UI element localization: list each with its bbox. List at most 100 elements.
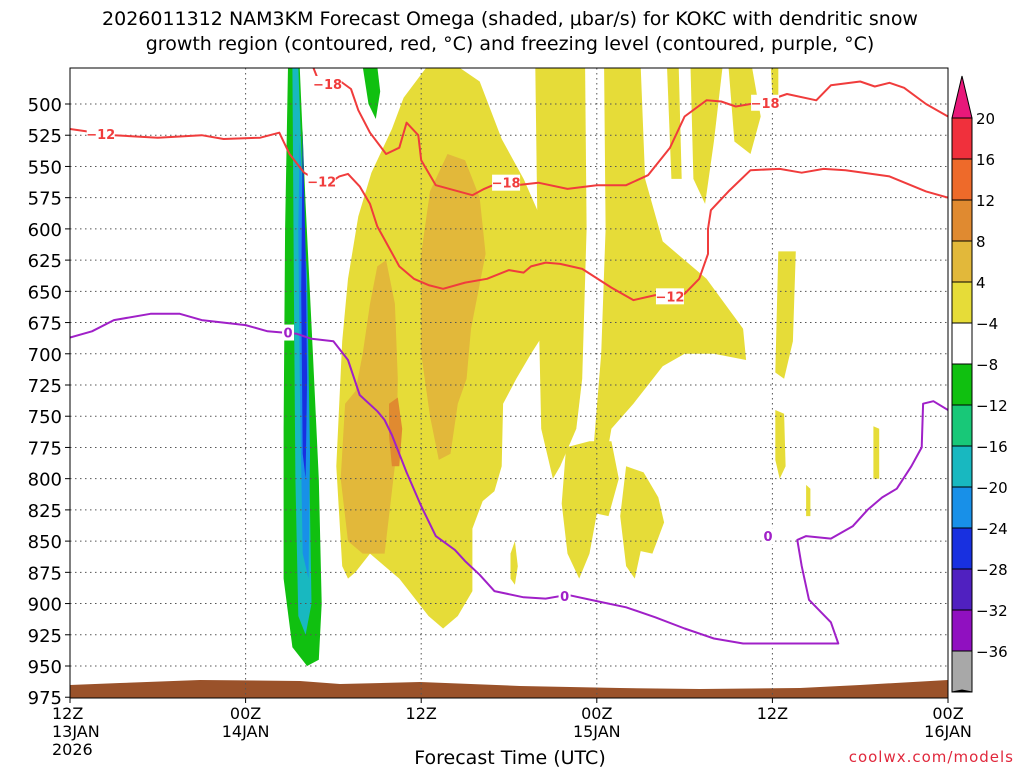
credit-text: coolwx.com/models (849, 748, 1014, 766)
contour-label-bg-6 (282, 324, 295, 341)
colorbar-label-9: −20 (976, 479, 1008, 497)
minus-12-contour-left (70, 128, 948, 302)
contour-label-4: −18 (751, 97, 780, 112)
chart-title-line-2: growth region (contoured, red, °C) and f… (146, 33, 875, 55)
contour-label-bg-3 (492, 174, 521, 191)
y-tick-label-800: 800 (28, 470, 62, 491)
contour-label-bg-5 (655, 288, 684, 305)
x-tick-label-12-line1: 00Z (230, 704, 261, 723)
chart-title-line-1: 2026011312 NAM3KM Forecast Omega (shaded… (102, 8, 918, 30)
omega-region-downward-orange-core (389, 397, 403, 467)
omega-region-upward-green-sliver (362, 68, 381, 119)
omega-region-downward-yellow-speck-d (873, 426, 880, 479)
y-tick-label-675: 675 (28, 314, 62, 335)
omega-region-downward-gold-lobe-right (421, 154, 486, 460)
contour-label-5: −12 (655, 290, 684, 305)
contour-label-bg-0 (313, 76, 342, 93)
x-tick-label-24-line1: 12Z (406, 704, 437, 723)
colorbar-label-12: −32 (976, 602, 1008, 620)
y-tick-label-825: 825 (28, 501, 62, 522)
contour-label-1: −12 (86, 128, 115, 143)
minus-18-contour (312, 68, 948, 197)
contour-label-bg-8 (762, 528, 775, 545)
freezing-level-contour (70, 312, 948, 645)
colorbar-bin-13 (951, 650, 973, 693)
x-tick-label-0-line3: 2026 (52, 740, 93, 759)
colorbar-label-3: 8 (976, 233, 986, 251)
contour-label-bg-7 (558, 588, 571, 605)
terrain-surface (70, 680, 948, 698)
omega-region-downward-yellow-bottom-b (620, 466, 665, 579)
contour-label-bg-4 (751, 94, 780, 111)
contour-label-2: −12 (307, 175, 336, 190)
y-tick-label-575: 575 (28, 189, 62, 210)
colorbar-bin-7 (951, 404, 973, 447)
contour-label-0: −18 (313, 78, 342, 93)
colorbar-bin-8 (951, 445, 973, 488)
contour-label-3: −18 (492, 177, 521, 192)
x-tick-label-36-line1: 00Z (581, 704, 612, 723)
colorbar-label-6: −8 (976, 356, 998, 374)
plot-frame (69, 67, 949, 699)
x-tick-label-48-line1: 12Z (757, 704, 788, 723)
omega-region-downward-yellow-band-c (667, 68, 682, 179)
colorbar-bin-2 (951, 199, 973, 242)
y-tick-label-700: 700 (28, 345, 62, 366)
colorbar-label-13: −36 (976, 643, 1008, 661)
omega-region-downward-gold-lobe-left (340, 260, 398, 554)
colorbar-bin-0 (951, 117, 973, 160)
x-axis-label: Forecast Time (UTC) (414, 747, 605, 768)
colorbar-bin-10 (951, 527, 973, 570)
axes: 500 525 550 575 600 625 650 675 700 725 750 775 800 8… (28, 67, 972, 759)
colorbar-label-7: −12 (976, 397, 1008, 415)
colorbar-label-1: 16 (976, 151, 995, 169)
contour-label-7: 0 (560, 590, 569, 605)
colorbar-bin-1 (951, 158, 973, 201)
colorbar-label-0: 20 (976, 110, 995, 128)
x-tick-label-0-line2: 13JAN (52, 722, 100, 741)
colorbar-label-2: 12 (976, 192, 995, 210)
y-tick-label-750: 750 (28, 407, 62, 428)
y-tick-label-625: 625 (28, 251, 62, 272)
colorbar-top-arrow (951, 75, 973, 119)
omega-region-downward-yellow-band-b (589, 68, 747, 498)
y-tick-label-775: 775 (28, 438, 62, 459)
y-tick-label-925: 925 (28, 626, 62, 647)
x-tick-label-60-line1: 00Z (932, 704, 963, 723)
omega-region-downward-yellow-band-d (690, 68, 723, 204)
omega-region-downward-yellow-band-a (535, 68, 587, 479)
omega-region-downward-yellow-speck-b (775, 410, 786, 479)
colorbar-label-8: −16 (976, 438, 1008, 456)
colorbar-bin-5 (951, 322, 973, 365)
omega-region-downward-yellow-band-e (728, 68, 761, 154)
y-tick-label-975: 975 (28, 688, 62, 709)
colorbar-bin-3 (951, 240, 973, 283)
y-tick-label-525: 525 (28, 126, 62, 147)
omega-region-downward-yellow-speck-a (510, 541, 518, 585)
colorbar-bin-12 (951, 609, 973, 652)
colorbar-bin-9 (951, 486, 973, 529)
y-tick-label-900: 900 (28, 595, 62, 616)
plot-content: −18 −12 −12 −18 −18 −12 0 0 0 (70, 68, 948, 698)
y-tick-label-650: 650 (28, 282, 62, 303)
y-tick-label-725: 725 (28, 376, 62, 397)
contour-label-8: 0 (763, 530, 772, 545)
omega-region-downward-yellow-band-g (775, 251, 796, 379)
contour-label-bg-2 (307, 173, 336, 190)
colorbar-bottom-arrow (951, 689, 973, 693)
y-tick-label-950: 950 (28, 657, 62, 678)
omega-region-downward-yellow-band-f (770, 68, 779, 98)
colorbar: 20 16 12 8 4 −4 −8 −12 −16 −20 −24 −28 −32 −36 (951, 75, 1008, 693)
y-tick-label-600: 600 (28, 220, 62, 241)
colorbar-label-11: −28 (976, 561, 1008, 579)
colorbar-bin-6 (951, 363, 973, 406)
colorbar-label-5: −4 (976, 315, 998, 333)
y-tick-label-850: 850 (28, 532, 62, 553)
omega-region-downward-yellow-speck-c (806, 484, 811, 517)
colorbar-bin-4 (951, 281, 973, 324)
x-tick-label-36-line2: 15JAN (573, 722, 621, 741)
colorbar-label-10: −24 (976, 520, 1008, 538)
plot-area: −18 −12 −12 −18 −18 −12 0 0 0 (70, 68, 948, 698)
